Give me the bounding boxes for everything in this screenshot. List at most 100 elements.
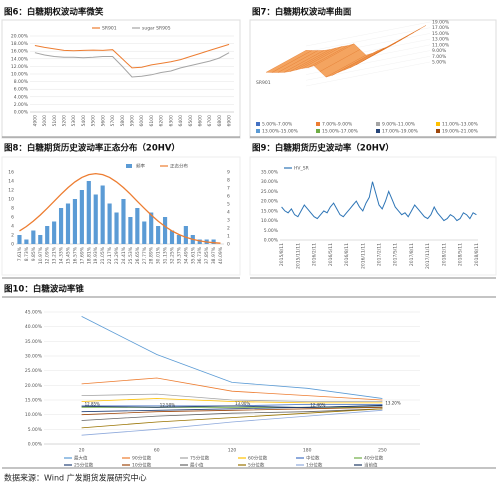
legend-label: 当前值 [364,462,378,469]
y-tick-label: 12 [8,188,14,194]
y-tick-label: 14 [8,179,14,185]
x-tick-label: 13.21% [52,246,58,264]
series-line [81,398,383,404]
x-tick-label: 180 [303,448,312,454]
bar [79,190,84,244]
data-label: 13.20% [385,400,400,405]
x-tick-label: 30.01% [156,246,162,264]
y-tick-label: 4 [227,210,230,216]
y-tick-label: 25.00% [261,189,279,195]
bar [169,230,175,244]
surface-patch [379,25,427,52]
x-tick-label: 22.17% [107,246,113,264]
x-tick-label: 6000 [139,115,145,127]
series-line [281,181,477,222]
y-tick-label: 30.00% [261,179,279,185]
legend-label: 90分位数 [132,455,152,462]
legend-label: 正态分布 [170,163,188,170]
bar [183,226,188,244]
bar [45,226,50,244]
y-tick-label: 8 [11,206,14,212]
grid-line [305,61,431,87]
series-line [19,172,221,244]
y-tick-label: 14.00% [11,56,29,62]
legend-label: 7.00%-9.00% [322,122,353,128]
bar [162,217,168,244]
x-tick-label: 5200 [62,115,68,127]
source-note: 数据来源：Wind 广发期货发展研究中心 [4,473,147,483]
bar [65,203,71,244]
x-tick-label: 35.61% [190,246,196,264]
x-tick-label: 6500 [188,115,194,127]
x-tick-label: 24.41% [121,246,127,264]
x-tick-label: 15.45% [66,246,72,264]
y-tick-label: 8 [227,178,230,184]
y-tick-label: 0.00% [264,238,279,244]
z-tick-label: 13.00% [432,37,450,43]
x-tick-label: 10.97% [38,246,44,264]
legend-label: 9.00%-11.00% [382,122,416,128]
legend-label: 75分位数 [190,455,210,462]
y-tick-label: 40.00% [25,324,43,330]
x-tick-label: 16.57% [72,246,78,264]
x-tick-label: 5500 [91,115,97,127]
data-label: 13.00% [235,401,250,406]
y-tick-label: 15.00% [25,398,43,404]
bar [100,185,105,244]
legend-label: 15.00%-17.00% [322,129,359,135]
x-tick-label: 14.33% [59,246,65,264]
x-tick-label: 23.29% [114,246,120,264]
legend-label: 最小值 [190,462,204,469]
legend-swatch [436,129,440,133]
x-tick-label: 5100 [52,115,58,127]
legend-label: 5分位数 [248,462,265,469]
legend-label: 频率 [136,163,145,170]
y-tick-label: 1 [227,234,230,240]
y-tick-label: 35.00% [25,339,43,345]
y-tick-label: 30.00% [25,354,43,360]
x-tick-label: 37.85% [204,246,210,264]
y-tick-label: 16.00% [11,49,29,55]
legend-label: sugar SR905 [142,26,171,32]
x-tick-label: 33.37% [176,246,182,264]
y-tick-label: 2.00% [14,102,29,108]
z-tick-label: 7.00% [432,54,447,60]
figure-title: 图7：白糖期权波动率曲面 [252,7,352,18]
legend-swatch [376,122,380,126]
bar [149,212,154,244]
legend-label: HV_SR [294,166,309,172]
y-tick-label: 20.00% [11,34,29,40]
x-tick-label: 31.13% [163,246,169,264]
y-tick-label: 4.00% [14,94,29,100]
x-tick-label: 8.73% [24,246,30,261]
legend-label: 1分位数 [306,462,323,469]
bar [86,181,91,244]
legend-label: 11.00%-13.00% [442,122,479,128]
x-tick-label: 4900 [32,115,38,127]
x-tick-label: 2018/5/11 [458,243,464,266]
x-tick-label: 2016/2/11 [312,243,318,266]
x-tick-label: 40.09% [218,246,224,264]
frame [249,19,497,139]
x-tick-label: 34.49% [183,246,189,264]
x-tick-label: 2015/11/11 [295,243,301,269]
x-tick-label: 5800 [120,115,126,127]
bar [211,239,216,244]
legend-swatch [376,129,380,133]
y-tick-label: 3 [227,218,230,224]
y-tick-label: 5.00% [28,427,43,433]
x-tick-label: 6400 [178,115,184,127]
x-tick-label: 9.85% [31,246,37,261]
legend-swatch [256,122,260,126]
x-tick-label: 28.89% [149,246,155,264]
bar [17,235,22,244]
figure-title: 图6：白糖期权波动率微笑 [4,7,104,18]
series-line [81,408,383,421]
legend-label: 19.00%-21.00% [442,129,479,135]
z-tick-label: 19.00% [432,20,450,26]
x-tick-label: 7.61% [17,246,23,261]
bar [38,235,43,244]
x-tick-label: 26.65% [135,246,141,264]
x-tick-label: 120 [228,448,237,454]
y-tick-label: 2 [11,233,14,239]
